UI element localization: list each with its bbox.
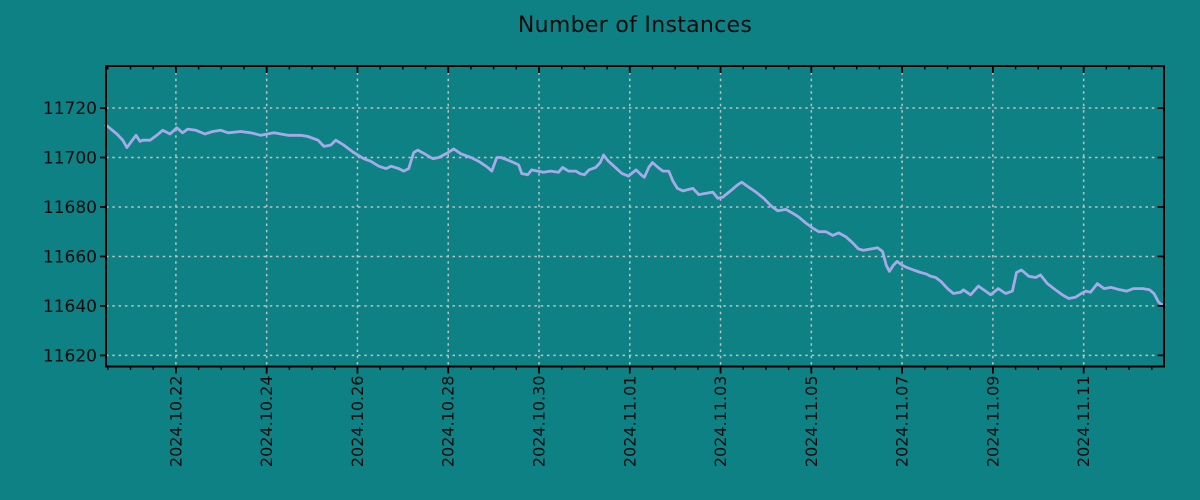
axis-ticks: [100, 66, 1164, 374]
chart-title: Number of Instances: [517, 13, 753, 38]
x-tick-label: 2024.11.05: [802, 376, 821, 468]
y-tick-label: 11680: [43, 198, 97, 218]
y-tick-label: 11620: [43, 346, 97, 366]
x-tick-label: 2024.11.07: [893, 376, 912, 468]
x-tick-label: 2024.10.30: [530, 376, 549, 468]
x-tick-label: 2024.10.28: [439, 376, 458, 468]
y-tick-label: 11720: [43, 99, 97, 119]
x-axis-labels: 2024.10.22 2024.10.24 2024.10.26 2024.10.28…: [166, 375, 1093, 467]
x-tick-label: 2024.11.09: [983, 375, 1002, 467]
x-tick-label: 2024.11.11: [1074, 376, 1093, 468]
gridlines: [106, 66, 1164, 367]
x-tick-label: 2024.10.24: [257, 376, 276, 468]
y-axis-labels: 11620 11640 11660 11680 11700 11720: [43, 99, 97, 366]
x-tick-label: 2024.11.01: [620, 376, 639, 468]
x-tick-label: 2024.10.22: [166, 376, 185, 468]
plot-border: [105, 65, 1165, 368]
data-series-line: [104, 124, 1166, 307]
x-tick-label: 2024.10.26: [348, 376, 367, 468]
y-tick-label: 11640: [43, 297, 97, 317]
y-tick-label: 11660: [43, 247, 97, 267]
x-tick-label: 2024.11.03: [711, 376, 730, 468]
y-tick-label: 11700: [43, 149, 97, 169]
